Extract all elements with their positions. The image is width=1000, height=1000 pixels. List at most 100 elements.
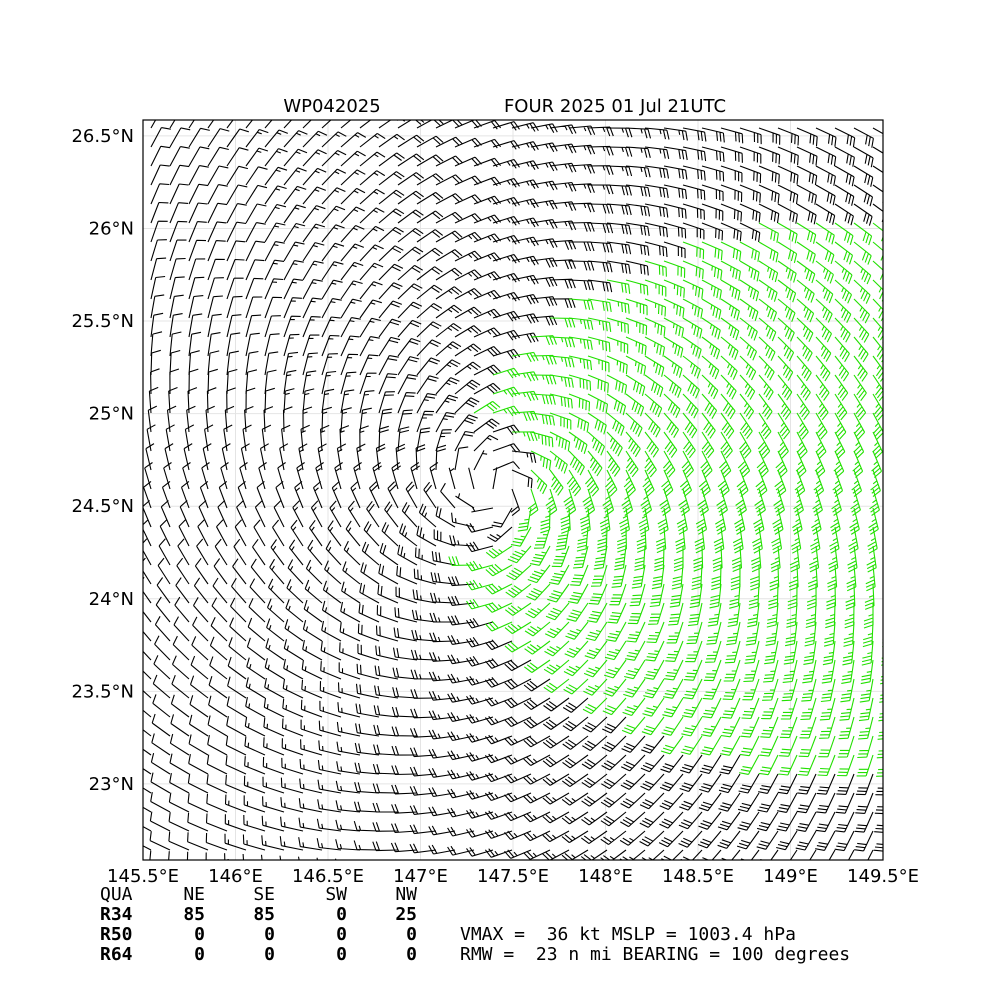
axes: 145.5°E 146°E 146.5°E 147°E 147.5°E 148°E 148.… <box>71 126 919 887</box>
wind-barb <box>504 716 532 727</box>
wind-barb <box>429 632 456 643</box>
wind-barb <box>620 773 646 790</box>
wind-barb <box>309 519 323 547</box>
wind-barb <box>748 583 760 610</box>
wind-barb <box>663 203 687 219</box>
wind-barb <box>701 165 725 182</box>
wind-barb <box>302 619 323 642</box>
wind-barb <box>663 431 678 458</box>
wind-barb <box>523 754 551 766</box>
wind-barb <box>412 589 437 604</box>
wind-barb <box>719 754 741 775</box>
wind-barb <box>853 431 865 459</box>
wind-barb <box>845 583 856 610</box>
wind-barb <box>466 523 494 533</box>
wind-barb <box>543 678 570 694</box>
wind-barb <box>834 336 850 363</box>
wind-barb <box>188 258 206 281</box>
wind-barb <box>321 168 347 186</box>
wind-barb <box>621 488 634 516</box>
wind-barb <box>302 149 327 167</box>
wind-barb <box>527 488 539 517</box>
wind-barb <box>315 462 324 490</box>
wind-barb <box>623 678 646 698</box>
wind-barb <box>796 184 817 205</box>
wind-barb <box>374 665 399 680</box>
wind-barb <box>454 194 482 205</box>
wind-barb <box>691 564 703 591</box>
wind-barb <box>663 222 687 239</box>
wind-barb <box>282 698 304 718</box>
wind-barb <box>466 790 494 800</box>
wind-barb <box>807 564 818 592</box>
wind-barb <box>730 564 741 591</box>
wind-barb <box>324 560 342 585</box>
wind-barb <box>687 602 703 627</box>
wind-barb <box>339 622 361 642</box>
wind-barb <box>747 602 760 628</box>
wind-barb <box>625 279 649 296</box>
wind-barb <box>150 127 171 148</box>
wind-barb <box>579 507 591 535</box>
wind-barb <box>182 462 191 490</box>
wind-barb <box>409 785 437 796</box>
wind-barb <box>359 170 386 186</box>
wind-barb <box>504 849 532 859</box>
wind-barb <box>720 146 743 163</box>
wind-barb <box>356 443 366 471</box>
wind-barb <box>284 619 304 642</box>
y-tick-label: 25.5°N <box>71 311 134 332</box>
wind-barb <box>799 716 817 739</box>
wind-barb <box>399 523 418 547</box>
wind-barb <box>722 678 741 701</box>
wind-barb <box>143 519 152 547</box>
wind-barb <box>358 603 380 623</box>
wind-barb <box>248 598 266 623</box>
wind-barb <box>336 443 347 471</box>
wind-barb <box>310 500 323 528</box>
wind-barb <box>796 260 816 284</box>
wind-barb <box>530 296 558 307</box>
wind-barb <box>258 462 267 490</box>
wind-barb <box>447 595 475 606</box>
wind-barb <box>568 298 594 311</box>
wind-barb <box>606 298 630 314</box>
wind-barb <box>697 830 722 849</box>
wind-barb <box>606 222 632 235</box>
wind-barb <box>317 443 327 471</box>
wind-barb <box>169 276 185 300</box>
wind-barb <box>205 405 215 433</box>
wind-barb <box>144 462 153 490</box>
wind-barb <box>739 222 761 243</box>
wind-barb <box>768 583 779 610</box>
x-tick-label: 148.5°E <box>662 866 734 887</box>
wind-barb <box>245 350 259 376</box>
info-line: VMAX = 36 kt MSLP = 1003.4 hPa <box>460 924 796 945</box>
wind-barb <box>682 355 701 379</box>
wind-barb <box>530 180 558 191</box>
wind-barb <box>665 640 684 662</box>
wind-barb <box>549 374 574 388</box>
wind-barb <box>318 740 342 756</box>
wind-barb <box>366 500 380 528</box>
wind-barb <box>454 231 482 243</box>
wind-barb <box>492 177 520 188</box>
wind-barb <box>680 849 703 860</box>
wind-barb <box>777 792 798 813</box>
wind-barb <box>625 260 649 276</box>
wind-barb <box>649 583 665 608</box>
wind-barb <box>720 317 740 341</box>
wind-barb <box>639 811 665 828</box>
wind-barb <box>150 792 171 813</box>
wind-barb <box>447 826 475 837</box>
wind-barb <box>568 260 595 271</box>
wind-barb <box>359 188 385 205</box>
wind-barb <box>701 260 723 280</box>
wind-barb <box>245 259 265 281</box>
wind-barb <box>587 450 603 477</box>
wind-barb <box>208 676 228 699</box>
wind-barb <box>850 488 861 516</box>
wind-barb <box>416 375 439 395</box>
wind-barb <box>264 333 280 357</box>
wind-barb <box>764 640 779 665</box>
